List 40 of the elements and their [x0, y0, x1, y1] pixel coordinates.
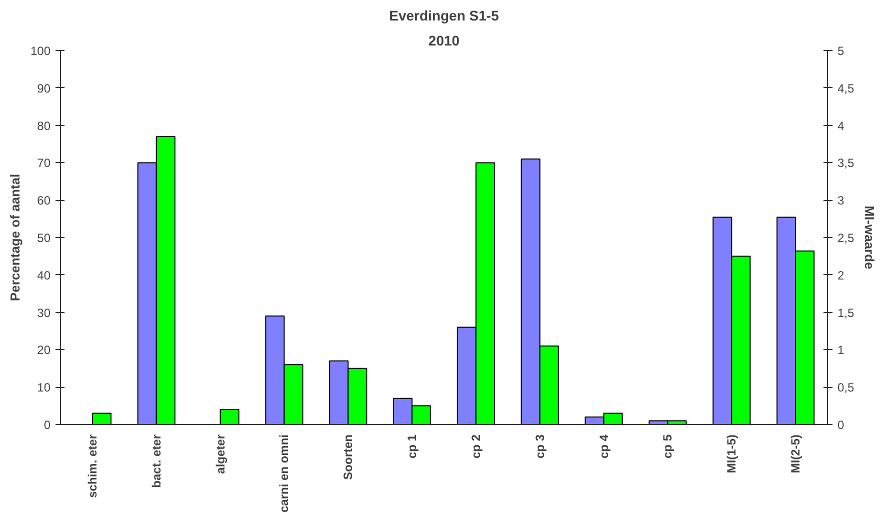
y2-tick-label: 1: [838, 343, 844, 358]
y-tick-label: 20: [37, 343, 51, 358]
y2-axis-title: MI-waarde: [862, 206, 878, 270]
y2-tick-label: 4: [838, 118, 844, 133]
y-tick-label: 80: [37, 118, 51, 133]
y-tick-label: 30: [37, 306, 51, 320]
y-tick-label: 60: [37, 194, 51, 208]
y-tick-label: 90: [37, 81, 51, 96]
x-tick-label: bact. eter: [149, 434, 164, 488]
y-tick-label: 50: [37, 231, 51, 245]
x-tick-label: cp 1: [405, 434, 420, 459]
chart-title: Everdingen S1-5: [389, 8, 500, 24]
y-tick-label: 100: [30, 44, 51, 58]
x-tick-label: cp 2: [468, 434, 483, 459]
bar: [92, 412, 112, 424]
y-tick-label: 70: [37, 156, 51, 170]
y2-tick-label: 0: [838, 418, 844, 432]
y2-tick-label: 0,5: [838, 380, 855, 395]
y2-tick-label: 2: [838, 268, 844, 282]
y2-tick-label: 1,5: [838, 306, 855, 320]
x-tick-label: carni en omni: [277, 434, 292, 513]
y2-tick-label: 5: [838, 44, 844, 58]
x-tick-label: schim. eter: [85, 434, 100, 498]
y2-tick-label: 4,5: [838, 81, 855, 96]
bar: [220, 409, 240, 424]
y-tick-label: 10: [37, 380, 51, 395]
x-tick-label: algeter: [213, 434, 228, 474]
y-tick-label: 40: [37, 268, 51, 282]
x-tick-label: MI(2-5): [788, 434, 803, 474]
y2-tick-label: 3: [838, 194, 844, 208]
y-tick-label: 0: [44, 418, 51, 432]
x-tick-label: MI(1-5): [724, 434, 739, 474]
y2-tick-label: 3,5: [838, 156, 855, 170]
y2-tick-label: 2,5: [838, 231, 855, 245]
y-axis-title: Percentage of aantal: [7, 174, 22, 302]
x-tick-label: cp 4: [596, 434, 611, 459]
x-tick-label: cp 5: [660, 434, 675, 459]
x-tick-label: Soorten: [341, 434, 356, 480]
x-tick-label: cp 3: [532, 434, 547, 459]
chart-subtitle: 2010: [428, 32, 460, 48]
